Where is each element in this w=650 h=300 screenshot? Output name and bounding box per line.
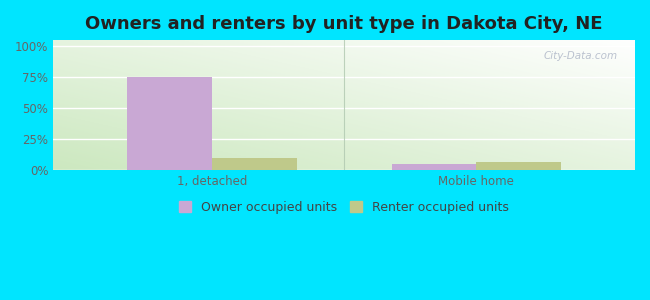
Text: City-Data.com: City-Data.com	[543, 50, 618, 61]
Bar	[127, 77, 212, 170]
Bar	[476, 162, 561, 170]
Bar	[212, 158, 296, 170]
Title: Owners and renters by unit type in Dakota City, NE: Owners and renters by unit type in Dakot…	[85, 15, 603, 33]
Bar	[392, 164, 476, 170]
Legend: Owner occupied units, Renter occupied units: Owner occupied units, Renter occupied un…	[174, 196, 514, 219]
